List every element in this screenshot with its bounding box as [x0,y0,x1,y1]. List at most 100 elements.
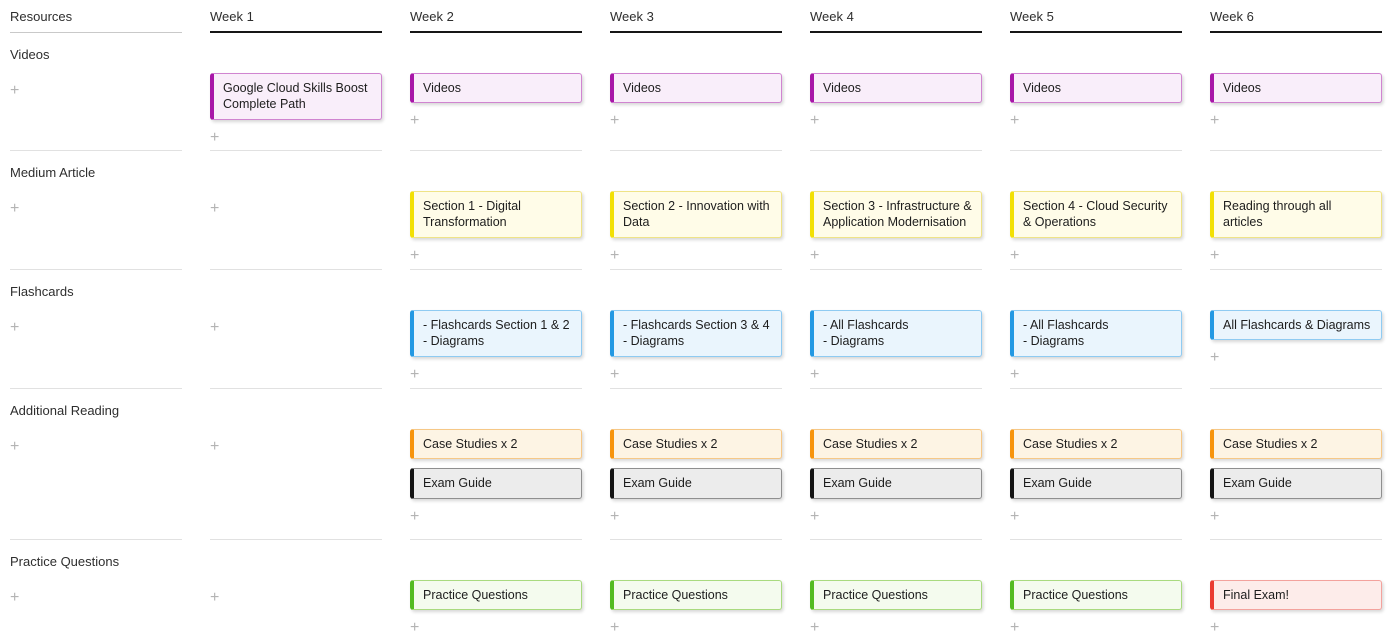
row-label: Additional Reading [10,403,120,418]
card[interactable]: All Flashcards & Diagrams [1210,310,1382,341]
add-card-button[interactable]: + [1210,507,1220,525]
add-card-button[interactable]: + [410,112,420,130]
cell-week-6-practice-questions: Final Exam! + [1210,540,1382,636]
card[interactable]: Case Studies x 2 [410,429,582,460]
cell-week-1-videos: Google Cloud Skills Boost Complete Path + [210,33,382,151]
card[interactable]: Exam Guide [1210,468,1382,499]
cell-week-4-practice-questions: Practice Questions + [810,540,982,636]
add-card-button[interactable]: + [610,246,620,264]
add-card-button[interactable]: + [10,200,20,217]
cell-resources-flashcards: Flashcards + [10,270,182,389]
card[interactable]: Reading through all articles [1210,191,1382,238]
card[interactable]: Exam Guide [1010,468,1182,499]
card[interactable]: Videos [610,73,782,104]
card[interactable]: Videos [810,73,982,104]
card[interactable]: Section 4 - Cloud Security & Operations [1010,191,1182,238]
card[interactable]: Exam Guide [810,468,982,499]
card-list: Section 1 - Digital Transformation [410,151,582,238]
add-card-button[interactable]: + [210,200,220,217]
card[interactable]: Practice Questions [810,580,982,611]
column-week-5: Week 5 Videos + Section 4 - Cloud Security … [1010,0,1182,637]
column-header: Week 5 [1010,0,1182,33]
add-card-button[interactable]: + [1210,246,1220,264]
cell-week-5-videos: Videos + [1010,33,1182,151]
card-list: Section 3 - Infrastructure & Application… [810,151,982,238]
add-card-button[interactable]: + [1010,365,1020,383]
add-card-button[interactable]: + [810,246,820,264]
column-header: Week 4 [810,0,982,33]
add-card-button[interactable]: + [610,619,620,637]
add-card-button[interactable]: + [810,619,820,637]
add-card-button[interactable]: + [410,246,420,264]
add-card-button[interactable]: + [210,128,220,146]
card[interactable]: Case Studies x 2 [1210,429,1382,460]
add-card-button[interactable]: + [210,589,220,606]
cell-week-2-medium-article: Section 1 - Digital Transformation + [410,151,582,270]
card[interactable]: Videos [1010,73,1182,104]
cell-week-4-additional-reading: Case Studies x 2 Exam Guide + [810,389,982,540]
card-title: - All Flashcards - Diagrams [823,318,909,349]
card[interactable]: - Flashcards Section 3 & 4 - Diagrams [610,310,782,357]
card[interactable]: Case Studies x 2 [810,429,982,460]
add-card-button[interactable]: + [410,365,420,383]
cell-week-1-practice-questions: + [210,540,382,636]
card[interactable]: Practice Questions [1010,580,1182,611]
card-title: - All Flashcards - Diagrams [1023,318,1109,349]
cell-resources-videos: Videos + [10,33,182,151]
card[interactable]: Exam Guide [610,468,782,499]
add-card-button[interactable]: + [610,507,620,525]
add-card-button[interactable]: + [1010,619,1020,637]
card[interactable]: Case Studies x 2 [1010,429,1182,460]
card[interactable]: - All Flashcards - Diagrams [1010,310,1182,357]
card[interactable]: Final Exam! [1210,580,1382,611]
card[interactable]: Practice Questions [610,580,782,611]
add-card-button[interactable]: + [410,619,420,637]
cell-week-5-practice-questions: Practice Questions + [1010,540,1182,636]
add-card-button[interactable]: + [210,319,220,336]
add-card-button[interactable]: + [1010,112,1020,130]
add-card-button[interactable]: + [10,319,20,336]
card[interactable]: Practice Questions [410,580,582,611]
card-list: Videos [810,33,982,104]
add-card-button[interactable]: + [1210,619,1220,637]
card[interactable]: Section 1 - Digital Transformation [410,191,582,238]
card-title: Section 4 - Cloud Security & Operations [1023,199,1168,230]
card[interactable]: - All Flashcards - Diagrams [810,310,982,357]
card[interactable]: - Flashcards Section 1 & 2 - Diagrams [410,310,582,357]
cell-week-6-flashcards: All Flashcards & Diagrams + [1210,270,1382,389]
cell-week-6-videos: Videos + [1210,33,1382,151]
card[interactable]: Section 3 - Infrastructure & Application… [810,191,982,238]
add-card-button[interactable]: + [810,112,820,130]
card[interactable]: Exam Guide [410,468,582,499]
add-card-button[interactable]: + [10,82,20,99]
add-card-button[interactable]: + [1010,246,1020,264]
card-list: Practice Questions [1010,540,1182,611]
add-card-button[interactable]: + [10,589,20,606]
add-card-button[interactable]: + [1210,112,1220,130]
card-list: Section 4 - Cloud Security & Operations [1010,151,1182,238]
card-title: Exam Guide [1223,476,1292,491]
card-list: Section 2 - Innovation with Data [610,151,782,238]
card-list: Case Studies x 2 Exam Guide [1010,389,1182,499]
card[interactable]: Case Studies x 2 [610,429,782,460]
card[interactable]: Videos [410,73,582,104]
card[interactable]: Section 2 - Innovation with Data [610,191,782,238]
column-header-label: Week 5 [1010,9,1054,24]
add-card-button[interactable]: + [210,438,220,455]
add-card-button[interactable]: + [810,365,820,383]
card[interactable]: Videos [1210,73,1382,104]
card-list [210,151,382,191]
card-title: Videos [1023,81,1061,95]
card-list [210,540,382,580]
add-card-button[interactable]: + [610,112,620,130]
card-list: - All Flashcards - Diagrams [810,270,982,357]
add-card-button[interactable]: + [1210,349,1220,367]
add-card-button[interactable]: + [810,507,820,525]
add-card-button[interactable]: + [410,507,420,525]
column-header-label: Week 6 [1210,9,1254,24]
add-card-button[interactable]: + [610,365,620,383]
add-card-button[interactable]: + [1010,507,1020,525]
card[interactable]: Google Cloud Skills Boost Complete Path [210,73,382,120]
column-header-label: Week 1 [210,9,254,24]
add-card-button[interactable]: + [10,438,20,455]
